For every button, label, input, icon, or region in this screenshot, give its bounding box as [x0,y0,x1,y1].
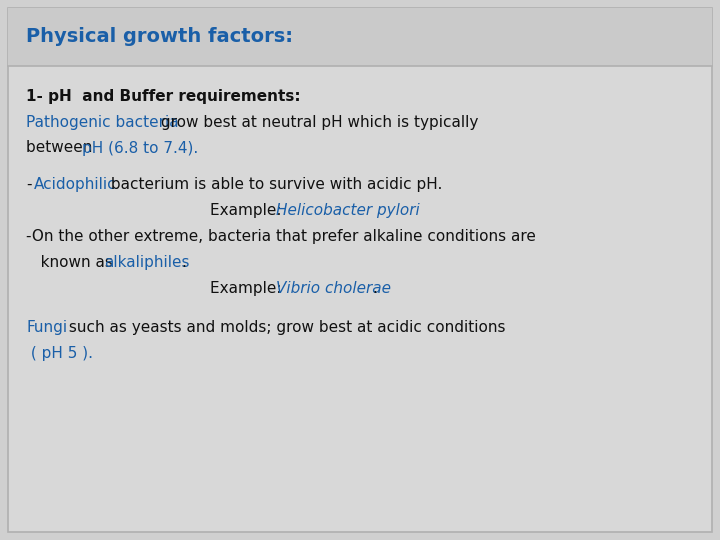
Text: ( pH 5 ).: ( pH 5 ). [26,346,93,361]
Text: Fungi: Fungi [26,320,67,335]
Text: bacterium is able to survive with acidic pH.: bacterium is able to survive with acidic… [106,177,442,192]
Text: known as: known as [26,255,118,270]
Text: Vibrio cholerae: Vibrio cholerae [276,281,391,296]
Bar [8,8,712,66]
Text: Acidophilic: Acidophilic [34,177,117,192]
Text: Helicobacter pylori: Helicobacter pylori [276,203,420,218]
Text: Example:: Example: [210,281,287,296]
Text: grow best at neutral pH which is typically: grow best at neutral pH which is typical… [156,114,478,130]
Text: pH (6.8 to 7.4).: pH (6.8 to 7.4). [82,140,198,156]
Text: -On the other extreme, bacteria that prefer alkaline conditions are: -On the other extreme, bacteria that pre… [26,229,536,244]
Text: .: . [181,255,186,270]
Text: Example:: Example: [210,203,287,218]
Text: Pathogenic bacteria: Pathogenic bacteria [26,114,179,130]
Text: alkaliphiles: alkaliphiles [104,255,189,270]
Text: Physical growth factors:: Physical growth factors: [26,28,293,46]
Text: between: between [26,140,97,156]
Text: 1- pH  and Buffer requirements:: 1- pH and Buffer requirements: [26,89,301,104]
Text: .: . [372,281,377,296]
Text: such as yeasts and molds; grow best at acidic conditions: such as yeasts and molds; grow best at a… [64,320,505,335]
Text: -: - [26,177,32,192]
